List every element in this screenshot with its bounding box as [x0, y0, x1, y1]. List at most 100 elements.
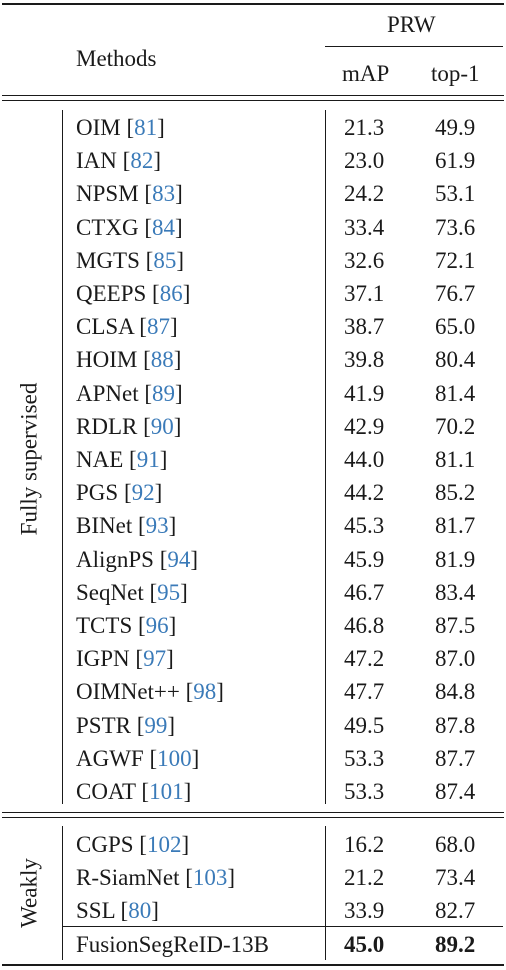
map-value: 21.2	[344, 865, 385, 891]
method-name: MGTS	[76, 247, 140, 273]
citation-link[interactable]: 98	[193, 679, 217, 705]
top1-value: 84.8	[435, 679, 476, 705]
table-row: COAT [101] 53.3 87.4	[0, 780, 506, 813]
top1-value: 83.4	[435, 579, 476, 605]
method-cell: R-SiamNet [103]	[76, 865, 236, 891]
method-cell: IGPN [97]	[76, 646, 174, 672]
method-name: OIM	[76, 115, 121, 140]
citation-link[interactable]: 90	[150, 413, 174, 439]
method-cell: SeqNet [95]	[76, 579, 188, 605]
method-name: COAT	[76, 779, 136, 804]
citation-link[interactable]: 100	[157, 745, 192, 771]
citation-link[interactable]: 88	[150, 347, 174, 373]
method-name: BINet	[76, 513, 133, 539]
method-name: CTXG	[76, 214, 139, 240]
top1-value: 73.4	[435, 865, 476, 891]
table-row: AGWF [100] 53.3 87.7	[0, 747, 506, 780]
citation-link[interactable]: 92	[131, 480, 155, 506]
table-row: PGS [92] 44.2 85.2	[0, 481, 506, 514]
method-name: OIMNet++	[76, 679, 180, 705]
citation-link[interactable]: 102	[146, 832, 182, 857]
bottom-rule	[2, 964, 504, 966]
method-name: SSL	[76, 898, 115, 924]
table-row: IGPN [97] 47.2 87.0	[0, 647, 506, 680]
citation-link[interactable]: 91	[136, 447, 160, 472]
table-row: CLSA [87] 38.7 65.0	[0, 315, 506, 348]
map-value: 44.0	[344, 447, 385, 472]
top1-value: 87.5	[435, 613, 476, 638]
method-cell: PSTR [99]	[76, 712, 176, 738]
citation-link[interactable]: 83	[152, 181, 176, 207]
top1-value: 87.4	[435, 779, 476, 804]
methods-header: Methods	[76, 46, 157, 71]
top1-value: 81.1	[435, 447, 476, 472]
table-row: AlignPS [94] 45.9 81.9	[0, 548, 506, 581]
map-value: 45.0	[344, 931, 385, 957]
citation-link[interactable]: 95	[157, 579, 181, 605]
top1-value: 76.7	[435, 281, 476, 306]
citation-link[interactable]: 80	[128, 898, 152, 924]
method-name: IGPN	[76, 646, 130, 672]
method-name: AlignPS	[76, 546, 154, 572]
map-value: 47.2	[344, 646, 385, 672]
map-value: 37.1	[344, 281, 385, 306]
citation-link[interactable]: 84	[152, 214, 176, 240]
table-row: R-SiamNet [103] 21.2 73.4	[0, 866, 506, 899]
top1-header: top-1	[431, 61, 480, 86]
citation-link[interactable]: 81	[134, 115, 158, 140]
citation-link[interactable]: 96	[145, 613, 169, 638]
method-name: SeqNet	[76, 579, 144, 605]
header-double-rule-bottom	[2, 100, 504, 101]
citation-link[interactable]: 82	[130, 148, 154, 174]
map-value: 45.3	[344, 513, 385, 539]
citation-link[interactable]: 87	[146, 314, 170, 340]
method-cell: TCTS [96]	[76, 613, 177, 638]
map-value: 38.7	[344, 314, 385, 340]
citation-link[interactable]: 103	[192, 865, 228, 891]
top-rule	[2, 3, 504, 5]
map-value: 24.2	[344, 181, 385, 207]
highlight-row-top-rule	[62, 926, 503, 927]
method-cell: SSL [80]	[76, 898, 159, 924]
citation-link[interactable]: 101	[149, 779, 184, 804]
map-value: 16.2	[344, 832, 385, 857]
table-row: RDLR [90] 42.9 70.2	[0, 415, 506, 448]
citation-link[interactable]: 94	[167, 546, 191, 572]
method-name: RDLR	[76, 413, 138, 439]
citation-link[interactable]: 86	[159, 281, 183, 306]
map-value: 47.7	[344, 679, 385, 705]
method-name: PGS	[76, 480, 119, 506]
group-separator-bottom	[2, 817, 504, 818]
method-cell: BINet [93]	[76, 513, 177, 539]
method-name: QEEPS	[76, 281, 147, 306]
map-value: 23.0	[344, 148, 385, 174]
top1-value: 61.9	[435, 148, 476, 174]
dataset-header: PRW	[387, 12, 436, 37]
citation-link[interactable]: 93	[145, 513, 169, 539]
top1-value: 82.7	[435, 898, 476, 924]
method-cell: NPSM [83]	[76, 181, 183, 207]
method-cell: IAN [82]	[76, 148, 161, 174]
method-name: FusionSegReID-13B	[76, 931, 269, 957]
top1-value: 72.1	[435, 247, 476, 273]
method-name: HOIM	[76, 347, 138, 373]
table-row: TCTS [96] 46.8 87.5	[0, 614, 506, 647]
top1-value: 80.4	[435, 347, 476, 373]
table-row: CGPS [102] 16.2 68.0	[0, 833, 506, 866]
method-cell: APNet [89]	[76, 380, 183, 406]
table-row: PSTR [99] 49.5 87.8	[0, 714, 506, 747]
map-value: 33.4	[344, 214, 385, 240]
method-cell: CLSA [87]	[76, 314, 178, 340]
table-row: APNet [89] 41.9 81.4	[0, 382, 506, 415]
header-double-rule-top	[2, 95, 504, 96]
citation-link[interactable]: 97	[143, 646, 167, 672]
method-cell: AlignPS [94]	[76, 546, 199, 572]
citation-link[interactable]: 89	[152, 380, 176, 406]
method-cell: RDLR [90]	[76, 413, 182, 439]
map-value: 21.3	[344, 115, 385, 140]
method-name: CLSA	[76, 314, 134, 340]
citation-link[interactable]: 99	[144, 712, 168, 738]
map-column-rule-1	[325, 110, 326, 804]
table-row: BINet [93] 45.3 81.7	[0, 514, 506, 547]
citation-link[interactable]: 85	[153, 247, 177, 273]
